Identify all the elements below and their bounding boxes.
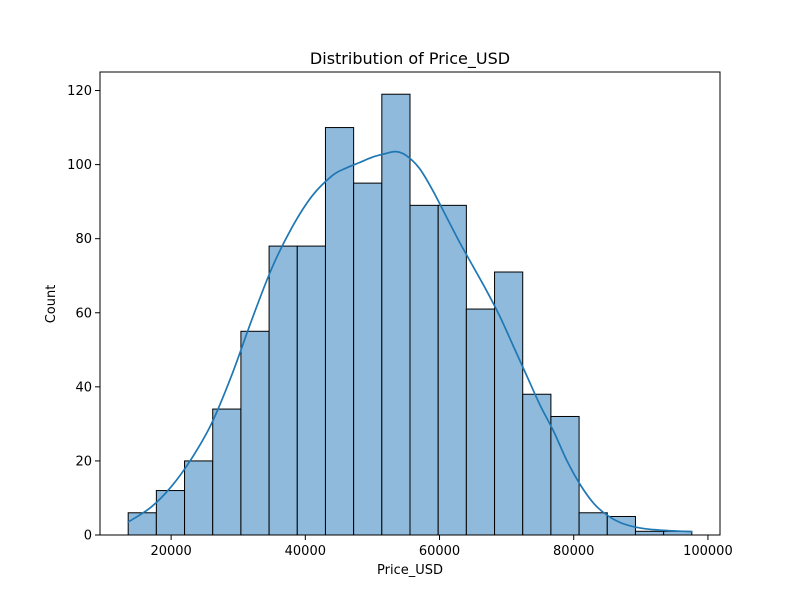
histogram-bar-16 bbox=[578, 512, 608, 536]
x-tick-label: 40000 bbox=[285, 544, 326, 559]
x-tick-label: 80000 bbox=[553, 544, 594, 559]
y-axis-ticks: 0 20 40 60 80 100 120 bbox=[67, 84, 100, 544]
histogram-bar-9 bbox=[381, 93, 411, 536]
y-axis-label: Count bbox=[44, 285, 59, 324]
kde-curve bbox=[127, 150, 693, 533]
histogram-bar-3 bbox=[212, 408, 242, 536]
y-tick-label: 0 bbox=[84, 529, 92, 544]
x-tick-label: 60000 bbox=[419, 544, 460, 559]
histogram-bar-8 bbox=[353, 182, 383, 536]
x-axis-label: Price_USD bbox=[377, 563, 443, 578]
y-tick-label: 120 bbox=[67, 84, 92, 99]
x-axis-ticks: 20000 40000 60000 80000 100000 bbox=[150, 535, 733, 559]
histogram-bar-2 bbox=[184, 460, 214, 536]
y-tick-label: 40 bbox=[75, 380, 92, 395]
histogram-bar-14 bbox=[522, 393, 552, 536]
histogram-bar-11 bbox=[437, 204, 467, 536]
histogram-bar-1 bbox=[155, 490, 186, 536]
histogram-bar-4 bbox=[240, 330, 270, 536]
axes-frame bbox=[99, 71, 721, 536]
histogram-bars bbox=[127, 93, 693, 536]
chart-title: Distribution of Price_USD bbox=[310, 49, 510, 69]
histogram-bar-5 bbox=[268, 245, 298, 536]
y-tick-label: 60 bbox=[75, 306, 92, 321]
histogram-bar-18 bbox=[634, 530, 665, 536]
x-tick-label: 20000 bbox=[150, 544, 191, 559]
histogram-bar-12 bbox=[465, 308, 496, 536]
y-tick-label: 80 bbox=[75, 232, 92, 247]
x-tick-label: 100000 bbox=[683, 544, 733, 559]
y-tick-label: 100 bbox=[67, 158, 92, 173]
histogram-bar-10 bbox=[409, 204, 439, 536]
y-tick-label: 20 bbox=[75, 454, 92, 469]
histogram-bar-13 bbox=[494, 271, 524, 536]
histogram-bar-0 bbox=[127, 512, 157, 536]
histogram-bar-6 bbox=[296, 245, 326, 536]
histogram-bar-7 bbox=[324, 127, 355, 536]
